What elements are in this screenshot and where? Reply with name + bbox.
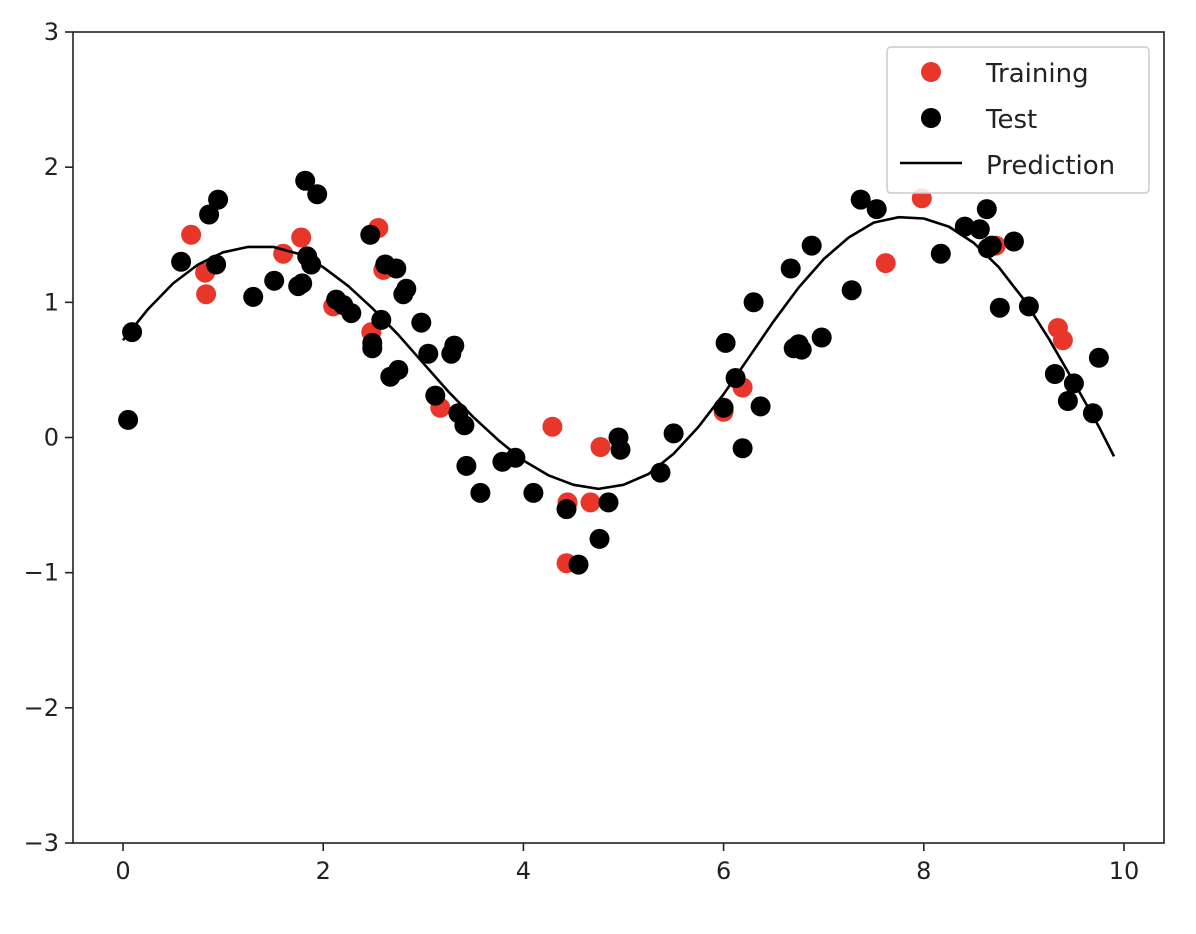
training-point	[580, 492, 601, 513]
x-tick-label: 6	[716, 857, 731, 885]
y-tick-label: −2	[24, 694, 59, 722]
test-point	[396, 278, 417, 299]
test-point	[732, 438, 753, 459]
prediction-line	[121, 215, 1116, 491]
test-point	[568, 554, 589, 575]
legend-label-training: Training	[985, 59, 1089, 89]
test-point	[811, 327, 832, 348]
training-point	[291, 227, 312, 248]
training-point	[181, 224, 202, 245]
test-point	[954, 216, 975, 237]
training-point	[875, 253, 896, 274]
legend-marker-training	[921, 62, 941, 82]
training-point	[542, 416, 563, 437]
test-point	[976, 199, 997, 220]
test-point	[663, 423, 684, 444]
y-tick-label: −3	[24, 829, 59, 857]
test-point	[444, 335, 465, 356]
test-point	[1057, 391, 1078, 411]
test-point	[780, 258, 801, 279]
test-point	[589, 528, 610, 549]
test-point	[989, 297, 1010, 318]
x-tick-label: 4	[516, 857, 531, 885]
test-point	[1082, 403, 1103, 424]
x-tick-label: 10	[1109, 857, 1140, 885]
test-point	[750, 396, 771, 417]
x-tick-label: 0	[115, 857, 130, 885]
test-point	[969, 219, 990, 240]
test-point	[362, 338, 383, 359]
test-point	[866, 199, 887, 220]
test-point	[295, 170, 316, 191]
training-point	[1052, 330, 1073, 351]
test-point	[743, 292, 764, 313]
x-tick-label: 2	[316, 857, 331, 885]
training-point	[590, 437, 611, 457]
test-point	[1088, 347, 1109, 368]
y-tick-label: 0	[44, 424, 59, 452]
plot-marks	[118, 170, 1116, 575]
y-tick-label: 1	[44, 288, 59, 316]
test-point	[556, 499, 577, 520]
test-point	[456, 455, 477, 476]
test-point	[208, 189, 229, 210]
test-point	[388, 359, 409, 380]
test-point	[360, 224, 381, 245]
legend: Training Test Prediction	[886, 46, 1150, 194]
legend-marker-test	[921, 108, 941, 128]
legend-label-test: Test	[985, 105, 1037, 135]
test-point	[505, 447, 526, 468]
test-point	[411, 312, 432, 333]
test-point	[341, 303, 362, 324]
test-point	[307, 184, 328, 205]
test-point	[418, 343, 439, 364]
test-point	[981, 235, 1002, 256]
test-point	[713, 397, 734, 418]
test-point	[470, 482, 491, 503]
test-point	[292, 273, 313, 294]
legend-box	[886, 46, 1150, 194]
test-point	[454, 415, 475, 436]
test-point	[425, 385, 446, 406]
axis-ticks: 0 2 4 6 8 10 −3 −2 −1 0 1 2 3	[24, 18, 1140, 885]
test-point	[841, 280, 862, 301]
test-point	[171, 251, 192, 272]
test-point	[243, 286, 264, 307]
legend-label-prediction: Prediction	[986, 151, 1115, 181]
test-point	[850, 189, 871, 210]
test-point	[264, 270, 285, 291]
test-point	[930, 243, 951, 264]
y-tick-label: 3	[44, 18, 59, 46]
test-point	[801, 235, 822, 256]
test-point	[206, 254, 227, 275]
test-point	[523, 482, 544, 503]
test-point	[386, 258, 407, 279]
test-point	[301, 254, 322, 275]
test-point	[610, 439, 631, 460]
test-point	[598, 492, 619, 513]
test-point	[371, 309, 392, 330]
y-tick-label: 2	[44, 153, 59, 181]
x-tick-label: 8	[916, 857, 931, 885]
y-tick-label: −1	[24, 559, 59, 587]
test-point	[199, 204, 220, 225]
test-point	[1044, 364, 1065, 384]
test-point	[1003, 231, 1024, 252]
training-point	[196, 284, 217, 305]
test-point	[118, 409, 139, 430]
test-point	[791, 339, 812, 360]
test-point	[715, 332, 736, 353]
